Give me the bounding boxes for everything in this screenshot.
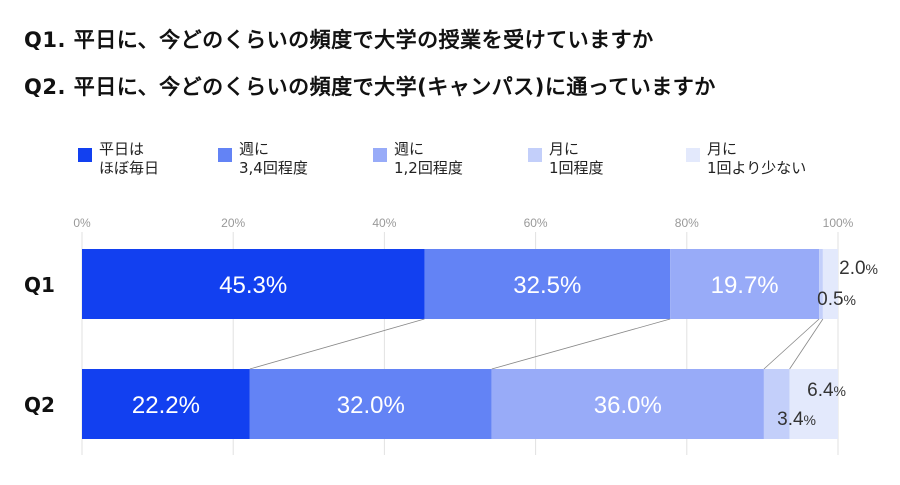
value-label: 2.0% [839, 258, 878, 279]
legend-label: 月に 1回程度 [549, 140, 604, 177]
bar-segment [424, 249, 671, 319]
value-label: 22.2% [132, 392, 200, 419]
x-tick-label: 100% [823, 216, 854, 230]
question-2-title: Q2. 平日に、今どのくらいの頻度で大学(キャンパス)に通っていますか [24, 75, 716, 99]
legend-swatch [78, 148, 92, 162]
legend-label: 平日は ほぼ毎日 [99, 140, 160, 177]
x-tick-label: 0% [73, 216, 91, 230]
bar-segment [249, 369, 492, 439]
legend-swatch [686, 148, 700, 162]
x-tick-label: 40% [372, 216, 396, 230]
value-label: 45.3% [219, 272, 287, 299]
legend-swatch [373, 148, 387, 162]
value-label: 32.0% [337, 392, 405, 419]
value-label: 32.5% [513, 272, 581, 299]
connector-line [249, 318, 425, 370]
bar-segment [82, 369, 250, 439]
legend-item-3-4-per-week: 週に 3,4回程度 [218, 140, 373, 178]
legend-item-daily: 平日は ほぼ毎日 [78, 140, 218, 178]
value-label: 19.7% [711, 272, 779, 299]
value-label: 0.5% [817, 289, 856, 310]
legend-item-1-2-per-week: 週に 1,2回程度 [373, 140, 528, 178]
connector-line [763, 318, 820, 370]
legend-label: 月に 1回より少ない [707, 140, 807, 177]
x-tick-label: 60% [524, 216, 548, 230]
x-tick-label: 80% [675, 216, 699, 230]
connector-line [491, 318, 671, 370]
connector-line [789, 318, 824, 370]
legend-item-less-than-monthly: 月に 1回より少ない [686, 140, 806, 178]
bar-segment [789, 369, 838, 439]
bar-segment [491, 369, 764, 439]
legend-label: 週に 1,2回程度 [394, 140, 463, 177]
category-label: Q2 [24, 393, 55, 417]
chart-legend: 平日は ほぼ毎日 週に 3,4回程度 週に 1,2回程度 月に 1回程度 月に … [78, 140, 806, 178]
bar-segment [670, 249, 820, 319]
value-label: 3.4% [777, 409, 816, 430]
legend-swatch [218, 148, 232, 162]
x-tick-label: 20% [221, 216, 245, 230]
legend-swatch [528, 148, 542, 162]
legend-item-1-per-month: 月に 1回程度 [528, 140, 686, 178]
value-label: 6.4% [807, 380, 846, 401]
bar-segment [822, 249, 838, 319]
bar-segment [819, 249, 823, 319]
bar-segment [763, 369, 790, 439]
question-1-title: Q1. 平日に、今どのくらいの頻度で大学の授業を受けていますか [24, 28, 654, 52]
category-label: Q1 [24, 273, 55, 297]
value-label: 36.0% [594, 392, 662, 419]
legend-label: 週に 3,4回程度 [239, 140, 308, 177]
bar-segment [82, 249, 425, 319]
